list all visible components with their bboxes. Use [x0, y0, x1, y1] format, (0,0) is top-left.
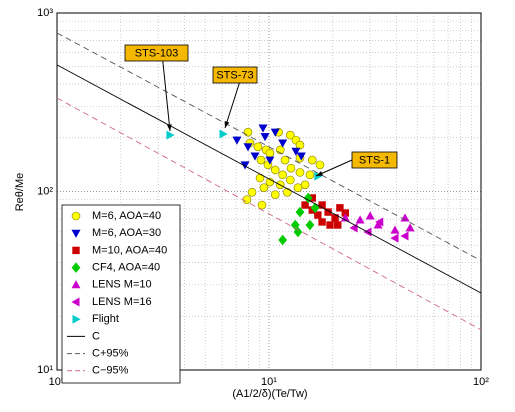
- y-tick-label: 10²: [37, 185, 53, 197]
- data-point: [286, 163, 296, 173]
- data-point: [400, 231, 409, 241]
- legend-box: [61, 204, 181, 384]
- data-point: [310, 202, 320, 214]
- legend-marker: [72, 246, 80, 255]
- data-point: [355, 215, 365, 224]
- data-point: [300, 180, 310, 190]
- data-point: [291, 147, 301, 156]
- data-point: [242, 195, 252, 204]
- annotation-arrowhead: [224, 121, 230, 128]
- data-point: [280, 155, 290, 165]
- data-point: [295, 168, 305, 177]
- data-point: [265, 156, 275, 165]
- data-point: [253, 142, 263, 152]
- data-point: [318, 218, 326, 226]
- legend-label: M=10, AOA=40: [92, 244, 167, 256]
- data-point: [326, 221, 334, 229]
- annotation-text: STS-1: [359, 154, 390, 166]
- data-point: [315, 160, 325, 170]
- annotation-box: [124, 44, 189, 62]
- data-point: [293, 226, 303, 238]
- legend-label: C: [92, 330, 100, 342]
- data-point: [336, 204, 344, 212]
- data-point: [278, 139, 288, 148]
- legend-marker: [71, 262, 81, 273]
- legend-marker: [71, 280, 81, 289]
- y-axis-label: Reθ/Me: [14, 173, 26, 212]
- data-point: [270, 128, 280, 137]
- data-point: [259, 183, 269, 193]
- data-point: [303, 192, 313, 204]
- annotation-arrow: [224, 82, 240, 129]
- y-tick-label: 10³: [37, 7, 53, 19]
- legend-marker: [71, 211, 81, 221]
- data-point: [285, 130, 295, 140]
- y-tick-label: 10¹: [37, 364, 53, 376]
- legend-marker: [71, 229, 81, 238]
- fit-line: [56, 64, 482, 294]
- legend-label: Flight: [92, 313, 119, 325]
- data-point: [247, 187, 257, 197]
- data-point: [390, 233, 399, 243]
- legend-label: LENS M=16: [92, 296, 152, 308]
- annotation-arrow: [162, 60, 171, 132]
- fit-line: [56, 97, 482, 331]
- data-point: [314, 211, 322, 219]
- legend-label: C+95%: [92, 348, 129, 360]
- fit-line: [56, 32, 482, 262]
- x-tick-label: 10²: [473, 376, 489, 388]
- data-point: [301, 201, 309, 209]
- x-tick-label: 10¹: [261, 376, 277, 388]
- data-point: [307, 155, 317, 165]
- annotation-box: [212, 66, 258, 84]
- data-point: [219, 129, 228, 139]
- data-point: [290, 219, 300, 231]
- data-point: [318, 201, 326, 209]
- annotation-arrowhead: [316, 171, 323, 176]
- data-point: [232, 136, 242, 145]
- data-point: [405, 223, 415, 232]
- data-point: [293, 183, 303, 193]
- data-point: [365, 211, 375, 220]
- plot-frame: [56, 12, 482, 371]
- data-point: [305, 219, 315, 231]
- data-point: [283, 187, 292, 197]
- legend-marker: [72, 314, 81, 324]
- annotation-text: STS-73: [216, 69, 253, 81]
- x-tick-label: 10⁰: [49, 376, 66, 388]
- data-point: [270, 190, 280, 199]
- annotation-arrowhead: [166, 124, 172, 131]
- legend-label: M=6, AOA=40: [92, 210, 161, 222]
- legend-marker: [71, 297, 80, 307]
- data-point: [256, 155, 266, 165]
- data-point: [334, 221, 342, 229]
- x-axis-label: (A1/2/δ)(Te/Tw): [232, 388, 307, 400]
- data-point: [257, 200, 267, 210]
- legend-label: M=6, AOA=30: [92, 227, 161, 239]
- data-point: [375, 217, 384, 227]
- data-point: [250, 152, 260, 161]
- data-point: [278, 234, 288, 246]
- legend-label: LENS M=10: [92, 279, 152, 291]
- data-point: [400, 213, 410, 222]
- data-point: [390, 225, 400, 234]
- data-point: [305, 170, 315, 180]
- data-point: [243, 143, 253, 152]
- annotation-box: [351, 151, 398, 169]
- data-point: [295, 206, 305, 218]
- data-point: [166, 130, 175, 140]
- data-point: [258, 124, 268, 133]
- legend-label: C−95%: [92, 365, 129, 377]
- data-point: [243, 127, 253, 137]
- data-point: [285, 175, 295, 185]
- data-point: [295, 140, 305, 150]
- data-point: [296, 152, 306, 161]
- data-point: [270, 165, 280, 175]
- data-point: [278, 170, 287, 180]
- annotation-text: STS-103: [135, 47, 178, 59]
- legend-label: CF4, AOA=40: [92, 262, 160, 274]
- data-point: [265, 148, 275, 158]
- data-point: [260, 133, 270, 142]
